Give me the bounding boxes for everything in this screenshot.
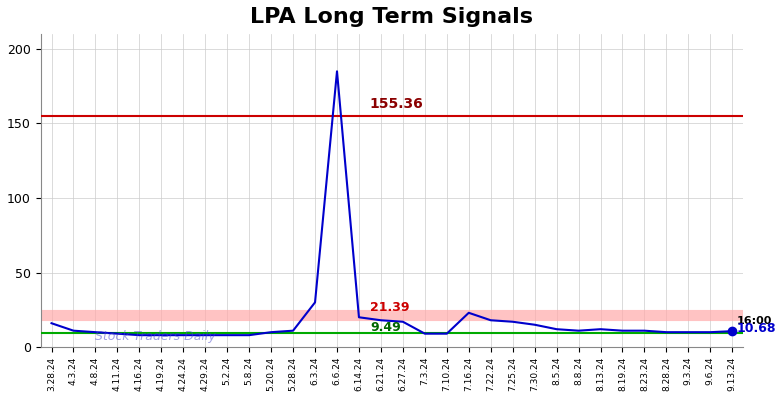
Text: Stock Traders Daily: Stock Traders Daily — [96, 330, 216, 343]
Text: 10.68: 10.68 — [737, 322, 776, 335]
Text: 21.39: 21.39 — [370, 301, 409, 314]
Text: 16:00: 16:00 — [737, 316, 772, 326]
Title: LPA Long Term Signals: LPA Long Term Signals — [250, 7, 533, 27]
Text: 9.49: 9.49 — [370, 322, 401, 334]
Text: 155.36: 155.36 — [370, 97, 423, 111]
